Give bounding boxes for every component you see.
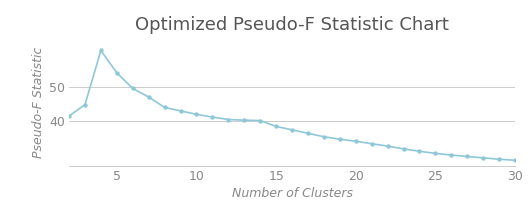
X-axis label: Number of Clusters: Number of Clusters [232, 187, 353, 200]
Title: Optimized Pseudo-F Statistic Chart: Optimized Pseudo-F Statistic Chart [135, 16, 449, 34]
Y-axis label: Pseudo-F Statistic: Pseudo-F Statistic [32, 47, 45, 158]
